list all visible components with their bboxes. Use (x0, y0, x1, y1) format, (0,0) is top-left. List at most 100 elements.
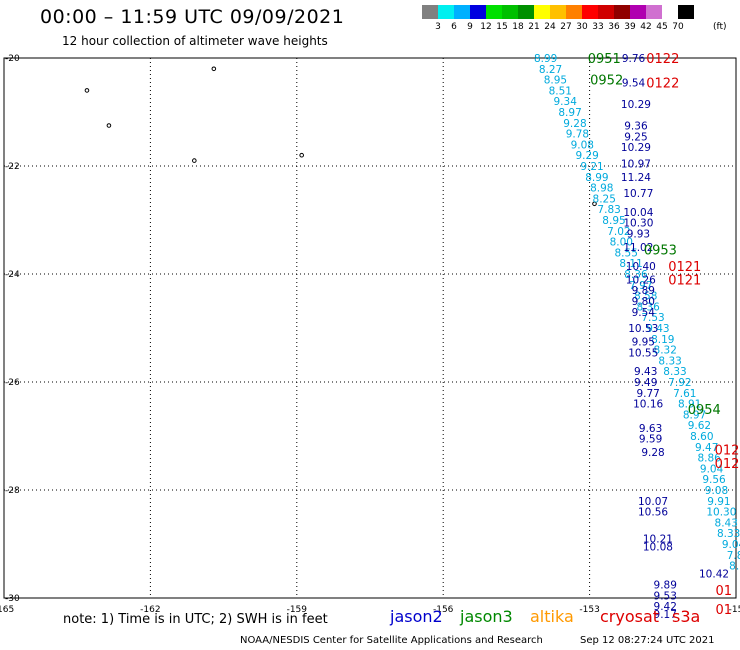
pass-time-label: 0954 (688, 403, 721, 418)
island-marker (192, 158, 197, 163)
y-tick-label: -22 (5, 162, 20, 172)
cryosat-swh-label: 10.08 (643, 542, 673, 554)
legend-label: 9 (467, 22, 473, 32)
cryosat-swh-label: 10.55 (628, 347, 658, 359)
y-tick-label: -24 (5, 270, 20, 280)
jason3-swh-label: 9.47 (695, 442, 718, 454)
jason3-swh-label: 9.08 (705, 485, 728, 497)
legend-swatch (598, 5, 614, 19)
jason3-swh-label: 8.99 (534, 53, 557, 65)
jason3-swh-label: 8.19 (651, 334, 674, 346)
y-tick-label: -26 (5, 378, 20, 388)
legend-swatch (662, 5, 678, 19)
cryosat-swh-label: 10.77 (623, 188, 653, 200)
cryosat-swh-label: 10.16 (633, 399, 663, 411)
legend-swatch (502, 5, 518, 19)
legend-swatch (438, 5, 454, 19)
legend-label: 42 (640, 22, 652, 32)
y-tick-label: -20 (5, 54, 20, 64)
jason3-swh-label: 7.88 (727, 550, 740, 562)
jason3-swh-label: 8.43 (715, 517, 738, 529)
legend-label: 18 (512, 22, 524, 32)
cryosat-swh-label: 9.76 (622, 53, 646, 65)
jason3-swh-label: 8.99 (585, 172, 608, 184)
jason3-swh-label: 9.28 (563, 118, 586, 130)
cryosat-swh-label: 9.25 (624, 131, 647, 143)
mission-altika: altika (530, 607, 574, 626)
legend-label: 6 (451, 22, 457, 32)
jason3-swh-label: 8.95 (602, 215, 625, 227)
jason3-swh-label: 9.78 (566, 129, 589, 141)
color-scale-labels: 3 6 9 12 15 18 21 24 27 30 33 36 39 42 45 70 (422, 22, 740, 34)
jason3-swh-label: 8.33 (663, 366, 686, 378)
cryosat-swh-label: 10.29 (621, 142, 651, 154)
cryosat-swh-label: 10.07 (638, 496, 668, 508)
pass-time-label: 0122 (646, 52, 679, 67)
mission-s3a: s3a (672, 607, 701, 626)
x-tick-label: -156 (433, 605, 454, 615)
jason3-swh-label: 8.55 (615, 247, 638, 259)
jason3-swh-label: 9.29 (575, 150, 598, 162)
cryosat-swh-label: 9.77 (636, 388, 659, 400)
cryosat-swh-label: 10.30 (623, 218, 653, 230)
page-subtitle: 12 hour collection of altimeter wave hei… (62, 34, 328, 48)
island-marker (211, 66, 217, 72)
legend-label: 45 (656, 22, 668, 32)
cryosat-swh-label: 9.17 (654, 609, 677, 621)
cryosat-swh-label: 9.95 (632, 337, 655, 349)
page-title: 00:00 – 11:59 UTC 09/09/2021 (40, 6, 345, 28)
jason3-swh-label: 10.30 (706, 507, 736, 519)
jason3-swh-label: 9.43 (646, 323, 669, 335)
legend-swatch (486, 5, 502, 19)
cryosat-swh-label: 9.53 (654, 590, 677, 602)
cryosat-swh-label: 9.89 (654, 580, 677, 592)
cryosat-swh-label: 9.43 (634, 366, 657, 378)
x-tick-label: -15 (729, 605, 740, 615)
legend-label: 21 (528, 22, 540, 32)
jason3-swh-label: 8.25 (593, 193, 616, 205)
jason3-swh-label: 9.34 (554, 96, 578, 108)
pass-time-label: 0951 (588, 52, 621, 67)
x-tick-label: -159 (287, 605, 308, 615)
y-tick-label: -30 (5, 594, 20, 604)
legend-label: 27 (560, 22, 572, 32)
legend-swatch (534, 5, 550, 19)
jason3-swh-label: 9.04 (700, 463, 724, 475)
jason3-swh-label: 9.56 (702, 474, 726, 486)
cryosat-swh-label: 9.93 (627, 229, 650, 241)
legend-swatch (582, 5, 598, 19)
legend-label: 39 (624, 22, 636, 32)
generation-timestamp: Sep 12 08:27:24 UTC 2021 (580, 635, 715, 646)
jason3-swh-label: 9.21 (580, 161, 603, 173)
legend-label: 70 (672, 22, 684, 32)
cryosat-swh-label: 10.42 (699, 569, 729, 581)
island-marker (84, 88, 90, 93)
cryosat-swh-label: 9.28 (641, 447, 664, 459)
pass-time-label: 0952 (590, 74, 623, 89)
jason3-swh-label: 7.53 (641, 312, 664, 324)
cryosat-swh-label: 10.26 (626, 274, 656, 286)
jason3-swh-label: 7.61 (673, 388, 696, 400)
legend-label: 15 (496, 22, 508, 32)
jason3-swh-label: 8.91 (678, 399, 701, 411)
jason3-swh-label: 7.97 (629, 280, 652, 292)
island-marker (592, 201, 597, 207)
x-tick-label: -153 (579, 605, 599, 615)
legend-label: 12 (480, 22, 492, 32)
pass-time-label: 0121 (668, 260, 701, 275)
pass-time-label: 0953 (644, 244, 677, 259)
jason3-swh-label: 8.33 (717, 528, 740, 540)
jason3-swh-label: 7.83 (597, 204, 620, 216)
jason3-swh-label: 8.36 (624, 269, 648, 281)
cryosat-swh-label: 9.63 (639, 423, 662, 435)
legend-label: 24 (544, 22, 556, 32)
cryosat-swh-label: 9.80 (632, 296, 655, 308)
jason3-swh-label: 8.11 (619, 258, 642, 270)
island-marker (106, 123, 112, 128)
pass-time-label: 01 (716, 584, 733, 599)
legend-label: 30 (576, 22, 588, 32)
jason3-swh-label: 8.98 (590, 183, 613, 195)
jason3-swh-label: 7.92 (668, 377, 691, 389)
mission-cryosat: cryosat (600, 607, 660, 626)
